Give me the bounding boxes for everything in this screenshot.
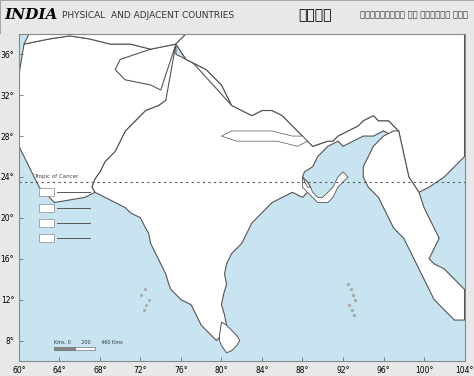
Point [138, 291, 146, 297]
Bar [39, 219, 55, 227]
Polygon shape [92, 44, 399, 341]
Polygon shape [363, 131, 465, 320]
Point [344, 281, 352, 287]
Polygon shape [219, 322, 240, 353]
Point [349, 291, 357, 297]
Text: INDIA: INDIA [5, 8, 58, 22]
Polygon shape [19, 36, 232, 203]
Point [347, 287, 355, 293]
Bar [39, 203, 55, 212]
Point [141, 287, 148, 293]
Point [350, 312, 358, 318]
Polygon shape [221, 131, 308, 146]
Text: Tropic of Cancer: Tropic of Cancer [34, 174, 78, 179]
Bar [55, 347, 74, 350]
Text: PHYSICAL  AND ADJACENT COUNTRIES: PHYSICAL AND ADJACENT COUNTRIES [62, 11, 234, 20]
Text: Kms. 0       200       460 Kms: Kms. 0 200 460 Kms [55, 340, 123, 344]
Point [140, 307, 147, 313]
Bar [75, 347, 95, 350]
Point [351, 297, 359, 303]
Polygon shape [24, 29, 186, 49]
Text: प्राकृतिक और पड़ोसी देश: प्राकृतिक और पड़ोसी देश [360, 11, 468, 20]
Point [348, 307, 356, 313]
Point [142, 302, 149, 308]
Polygon shape [302, 172, 348, 203]
Polygon shape [176, 34, 465, 192]
Point [145, 297, 152, 303]
Point [345, 302, 353, 308]
Bar [39, 188, 55, 196]
Bar [39, 234, 55, 243]
Text: भारत: भारत [299, 8, 332, 22]
